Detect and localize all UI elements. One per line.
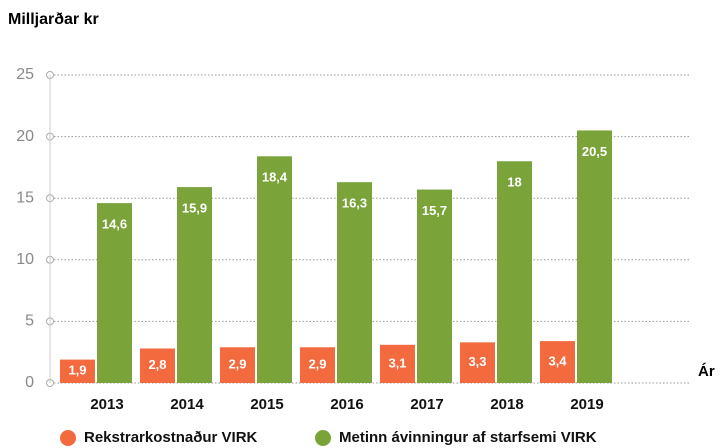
x-tick-label: 2015: [250, 396, 283, 413]
bar: [60, 359, 95, 383]
x-tick-label: 2014: [170, 396, 204, 413]
y-tick-label: 10: [16, 251, 34, 268]
legend-swatch: [60, 430, 76, 446]
bar: [417, 189, 452, 383]
x-tick-label: 2019: [570, 396, 603, 413]
x-tick-label: 2018: [490, 396, 523, 413]
x-axis-label: Ár: [698, 363, 715, 380]
value-label: 20,5: [582, 144, 607, 159]
bar: [140, 348, 175, 383]
value-label: 15,9: [182, 201, 207, 216]
bar: [577, 130, 612, 383]
bar: [380, 344, 415, 383]
value-label: 1,9: [68, 363, 86, 378]
bar: [300, 347, 335, 383]
bar: [257, 156, 292, 383]
legend-label: Rekstrarkostnaður VIRK: [84, 429, 258, 446]
value-label: 3,3: [468, 354, 486, 369]
bar: [220, 347, 255, 383]
bar: [177, 187, 212, 383]
legend-swatch: [315, 430, 331, 446]
bar: [337, 182, 372, 383]
y-tick-label: 15: [16, 189, 34, 206]
bar: [97, 203, 132, 383]
y-tick-label: 5: [25, 313, 34, 330]
value-label: 2,8: [148, 357, 166, 372]
x-tick-label: 2017: [410, 396, 443, 413]
value-label: 15,7: [422, 203, 447, 218]
y-axis-label: Milljarðar kr: [8, 11, 99, 28]
value-label: 14,6: [102, 217, 127, 232]
x-tick-label: 2013: [90, 396, 123, 413]
value-label: 2,9: [308, 357, 326, 372]
y-tick-label: 25: [16, 66, 34, 83]
value-label: 18: [507, 175, 521, 190]
bar: [460, 342, 495, 383]
y-tick-label: 0: [25, 374, 34, 391]
bar: [540, 341, 575, 383]
value-label: 18,4: [262, 170, 288, 185]
bar: [497, 161, 532, 383]
value-label: 2,9: [228, 357, 246, 372]
value-label: 3,4: [548, 353, 567, 368]
value-label: 3,1: [388, 355, 406, 370]
y-tick-label: 20: [16, 128, 34, 145]
legend-label: Metinn ávinningur af starfsemi VIRK: [339, 429, 597, 446]
x-tick-label: 2016: [330, 396, 363, 413]
value-label: 16,3: [342, 196, 367, 211]
